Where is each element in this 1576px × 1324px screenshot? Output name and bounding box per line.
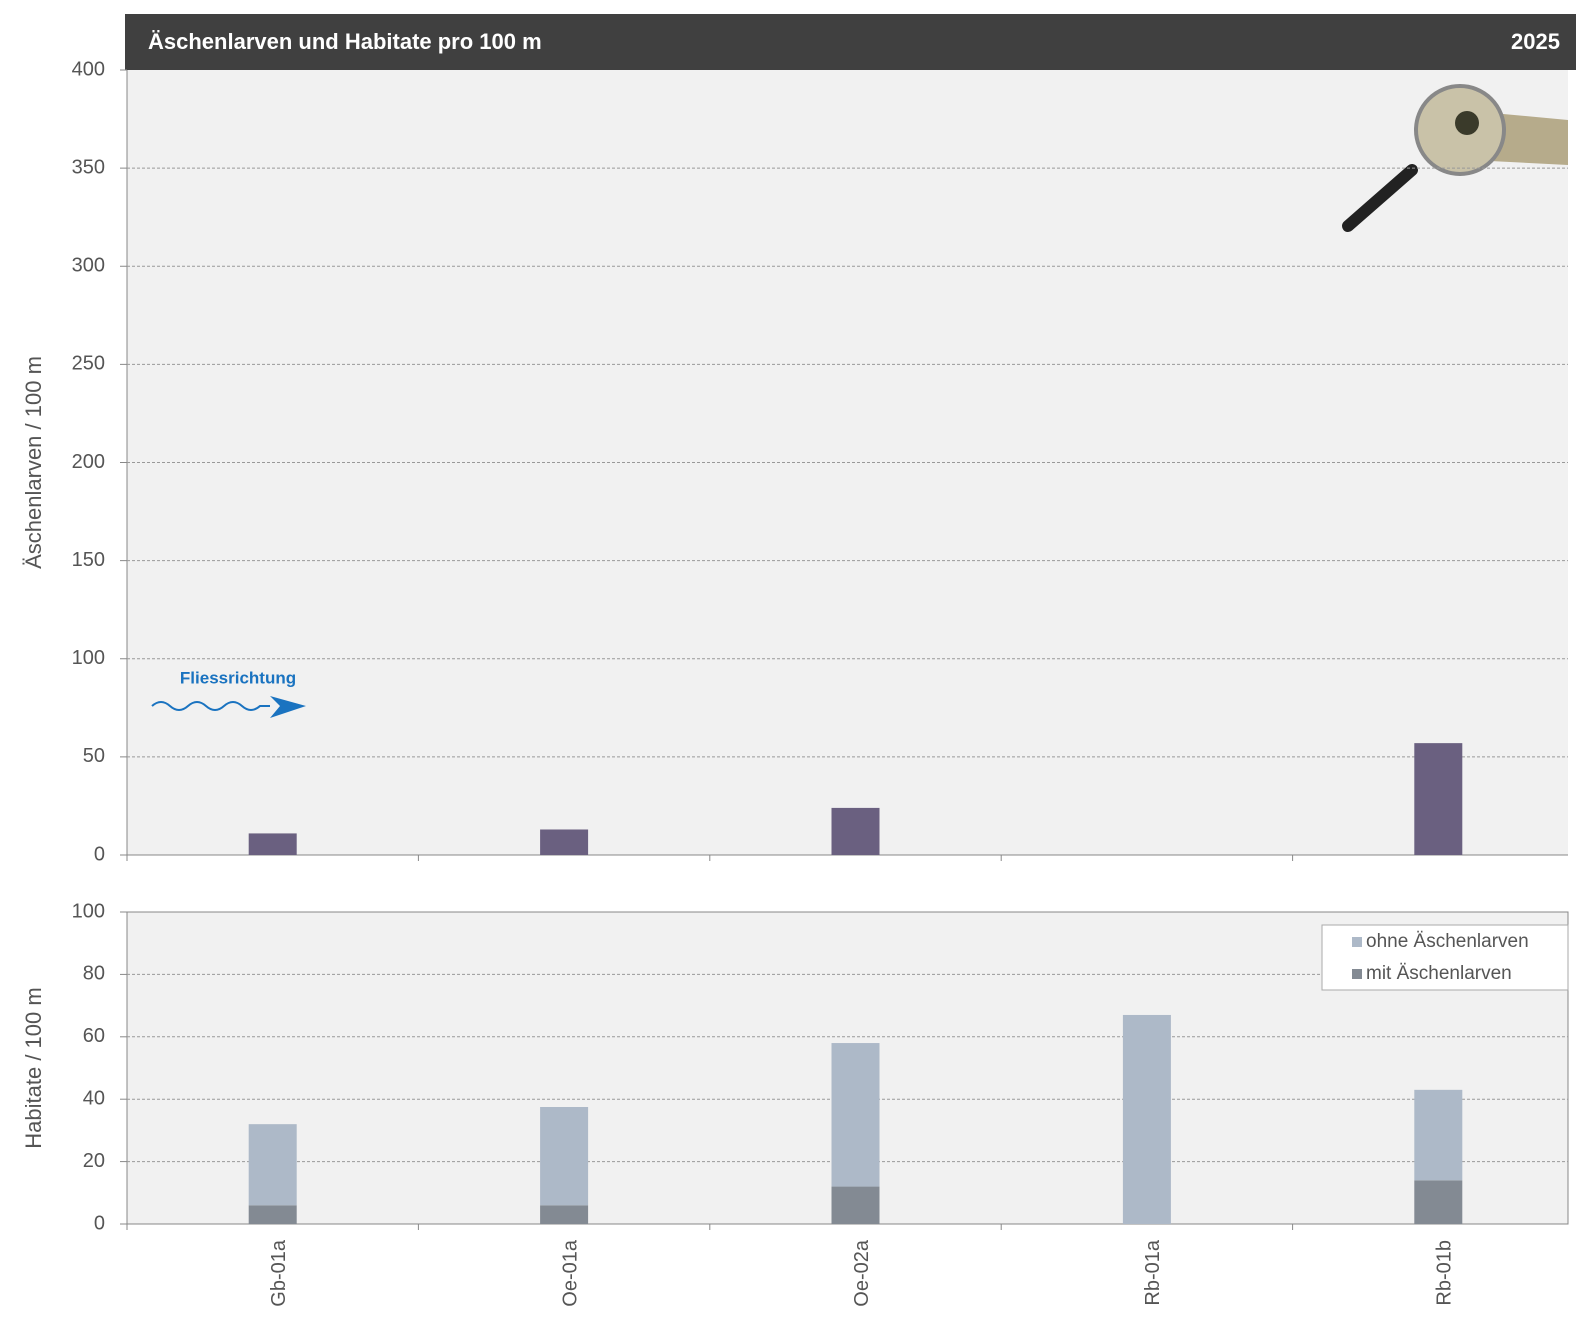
y-tick-label: 150: [72, 549, 105, 571]
y-tick-label: 100: [72, 647, 105, 669]
bar-segment: [1122, 1014, 1171, 1224]
x-tick-label: Oe-01a: [559, 1239, 581, 1307]
legend-label: mit Äschenlarven: [1366, 963, 1512, 984]
chart-title: Äschenlarven und Habitate pro 100 m: [148, 29, 542, 54]
y-tick-label: 60: [83, 1025, 105, 1047]
bar-segment: [831, 1043, 880, 1187]
bar-segment: [540, 1205, 589, 1224]
bar-segment: [248, 1205, 297, 1224]
y-tick-label: 100: [72, 900, 105, 922]
bar-segment: [248, 1124, 297, 1206]
flow-wave: [151, 701, 270, 711]
x-tick-label: Gb-01a: [268, 1239, 290, 1307]
legend-box: [1321, 924, 1569, 991]
y-tick-label: 400: [72, 58, 105, 80]
y-tick-label: 0: [94, 843, 105, 865]
magnifier: [1342, 84, 1568, 232]
annotation: Fliessrichtung: [180, 668, 296, 687]
flow-arrow: [270, 696, 306, 718]
legend-swatch: [1352, 969, 1362, 979]
x-tick-label: Rb-01b: [1434, 1240, 1456, 1306]
header-bar: [125, 14, 1576, 70]
y-tick-label: 80: [83, 963, 105, 985]
y-tick-label: 200: [72, 451, 105, 473]
y-axis-label: Äschenlarven / 100 m: [21, 356, 46, 569]
bar: [540, 829, 589, 855]
bar: [1414, 743, 1463, 855]
bar: [248, 833, 297, 855]
y-axis-label: Habitate / 100 m: [21, 987, 46, 1148]
legend-swatch: [1352, 937, 1362, 947]
y-tick-label: 350: [72, 156, 105, 178]
year: 2025: [1511, 29, 1560, 54]
bar: [831, 807, 880, 855]
bar-segment: [540, 1107, 589, 1206]
y-tick-label: 40: [83, 1087, 105, 1109]
bar-segment: [1414, 1089, 1463, 1181]
y-tick-label: 0: [94, 1212, 105, 1234]
y-tick-label: 300: [72, 255, 105, 277]
bar-segment: [831, 1186, 880, 1224]
x-tick-label: Rb-01a: [1142, 1239, 1164, 1305]
y-tick-label: 20: [83, 1150, 105, 1172]
x-tick-label: Oe-02a: [851, 1239, 873, 1307]
y-tick-label: 250: [72, 353, 105, 375]
y-tick-label: 50: [83, 745, 105, 767]
legend-label: ohne Äschenlarven: [1366, 931, 1529, 952]
bar-segment: [1414, 1180, 1463, 1224]
